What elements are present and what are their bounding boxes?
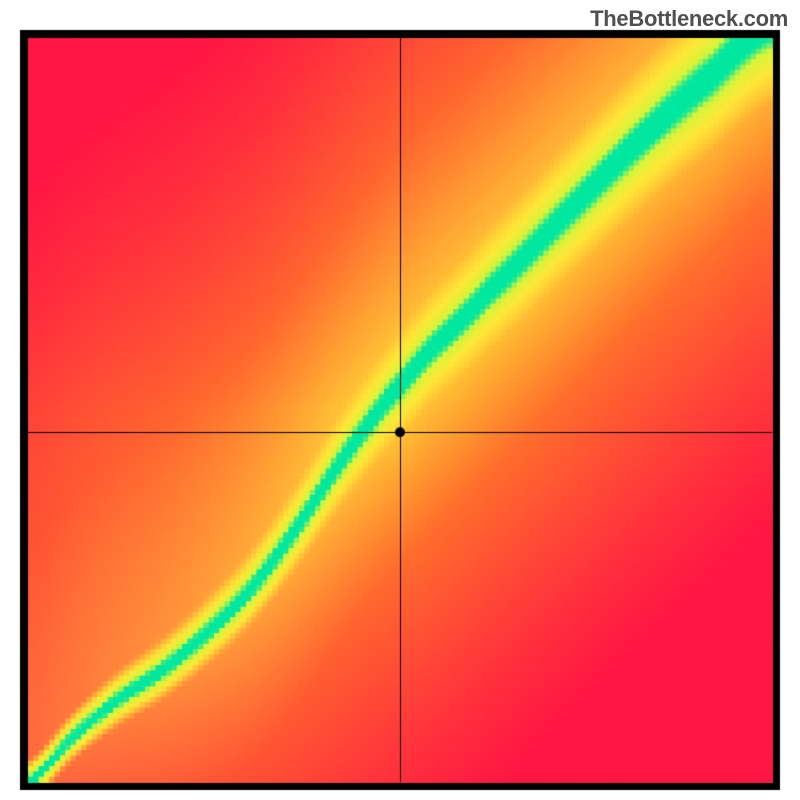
bottleneck-heatmap-canvas [0,0,800,800]
chart-container: TheBottleneck.com [0,0,800,800]
attribution-label: TheBottleneck.com [590,6,788,32]
